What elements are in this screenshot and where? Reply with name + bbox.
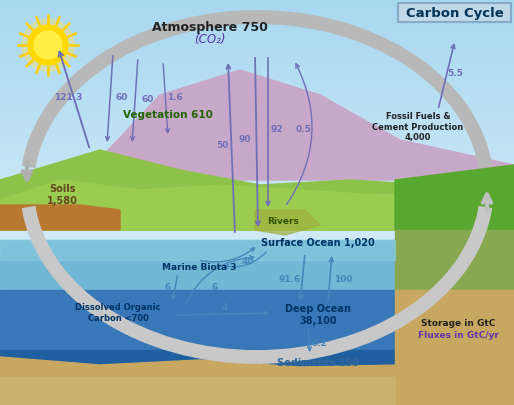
Polygon shape <box>395 230 514 290</box>
Polygon shape <box>0 290 395 350</box>
Text: Rivers: Rivers <box>267 217 299 226</box>
Text: 40: 40 <box>242 258 254 266</box>
Text: 0.5: 0.5 <box>295 126 311 134</box>
Polygon shape <box>0 180 514 230</box>
Text: Carbon Cycle: Carbon Cycle <box>406 6 504 19</box>
Text: 6: 6 <box>165 283 171 292</box>
Text: 50: 50 <box>216 141 228 149</box>
Polygon shape <box>0 377 395 405</box>
Text: 121.3: 121.3 <box>54 92 82 102</box>
Text: Dissolved Organic
Carbon <700: Dissolved Organic Carbon <700 <box>75 303 161 323</box>
Text: 91.6: 91.6 <box>279 275 301 284</box>
Polygon shape <box>395 165 514 230</box>
Bar <box>0 190 514 220</box>
Text: 60: 60 <box>142 96 154 104</box>
Polygon shape <box>0 350 395 375</box>
Circle shape <box>28 25 68 65</box>
Text: 1.6: 1.6 <box>167 92 183 102</box>
Polygon shape <box>80 70 514 180</box>
Text: 92: 92 <box>271 126 283 134</box>
Text: Fluxes in GtC/yr: Fluxes in GtC/yr <box>417 330 499 339</box>
Text: Fossil Fuels &
Cement Production
4,000: Fossil Fuels & Cement Production 4,000 <box>372 112 464 142</box>
Text: 90: 90 <box>238 136 251 145</box>
Text: 5.5: 5.5 <box>447 68 463 77</box>
Polygon shape <box>395 290 514 405</box>
Text: Sediments 150: Sediments 150 <box>277 358 359 368</box>
Text: Storage in GtC: Storage in GtC <box>421 318 495 328</box>
Text: Surface Ocean 1,020: Surface Ocean 1,020 <box>261 238 375 248</box>
Text: (CO₂): (CO₂) <box>194 32 226 45</box>
Text: 6: 6 <box>212 283 218 292</box>
Polygon shape <box>255 210 320 235</box>
Polygon shape <box>0 240 395 290</box>
Circle shape <box>22 19 74 71</box>
Text: Vegetation 610: Vegetation 610 <box>123 110 213 120</box>
Polygon shape <box>0 357 514 405</box>
Polygon shape <box>0 240 395 260</box>
Text: Atmosphere 750: Atmosphere 750 <box>152 21 268 34</box>
Circle shape <box>34 31 62 59</box>
Polygon shape <box>0 205 120 230</box>
Text: Soils
1,580: Soils 1,580 <box>47 184 78 206</box>
Text: 4: 4 <box>222 303 228 311</box>
Text: 60: 60 <box>116 92 128 102</box>
Text: 0.2: 0.2 <box>312 339 328 347</box>
FancyBboxPatch shape <box>398 3 511 22</box>
Polygon shape <box>0 150 514 230</box>
Text: Deep Ocean
38,100: Deep Ocean 38,100 <box>285 304 351 326</box>
Text: Marine Biota 3: Marine Biota 3 <box>162 264 236 273</box>
Text: 100: 100 <box>334 275 352 284</box>
